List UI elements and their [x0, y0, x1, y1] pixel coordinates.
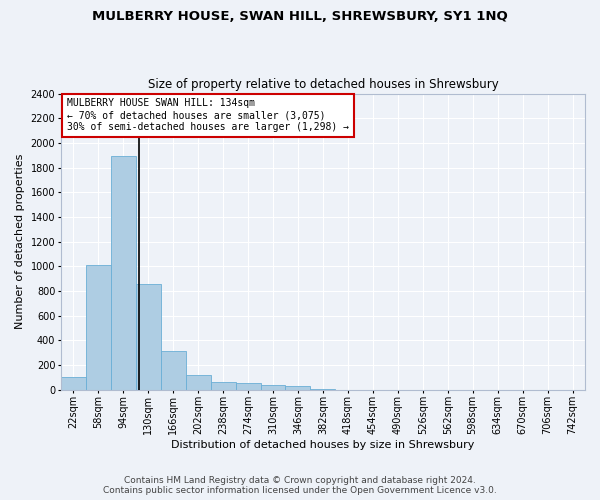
Bar [86, 265, 111, 390]
Bar [260, 385, 286, 390]
Y-axis label: Number of detached properties: Number of detached properties [15, 154, 25, 329]
Text: MULBERRY HOUSE SWAN HILL: 134sqm
← 70% of detached houses are smaller (3,075)
30: MULBERRY HOUSE SWAN HILL: 134sqm ← 70% o… [67, 98, 349, 132]
Bar [161, 350, 185, 390]
Bar [61, 377, 86, 390]
Bar [136, 284, 161, 390]
Text: Contains HM Land Registry data © Crown copyright and database right 2024.
Contai: Contains HM Land Registry data © Crown c… [103, 476, 497, 495]
Bar [236, 384, 260, 390]
Bar [310, 389, 335, 390]
Bar [211, 382, 236, 390]
Text: MULBERRY HOUSE, SWAN HILL, SHREWSBURY, SY1 1NQ: MULBERRY HOUSE, SWAN HILL, SHREWSBURY, S… [92, 10, 508, 23]
Title: Size of property relative to detached houses in Shrewsbury: Size of property relative to detached ho… [148, 78, 499, 91]
X-axis label: Distribution of detached houses by size in Shrewsbury: Distribution of detached houses by size … [171, 440, 475, 450]
Bar [111, 156, 136, 390]
Bar [185, 376, 211, 390]
Bar [286, 386, 310, 390]
